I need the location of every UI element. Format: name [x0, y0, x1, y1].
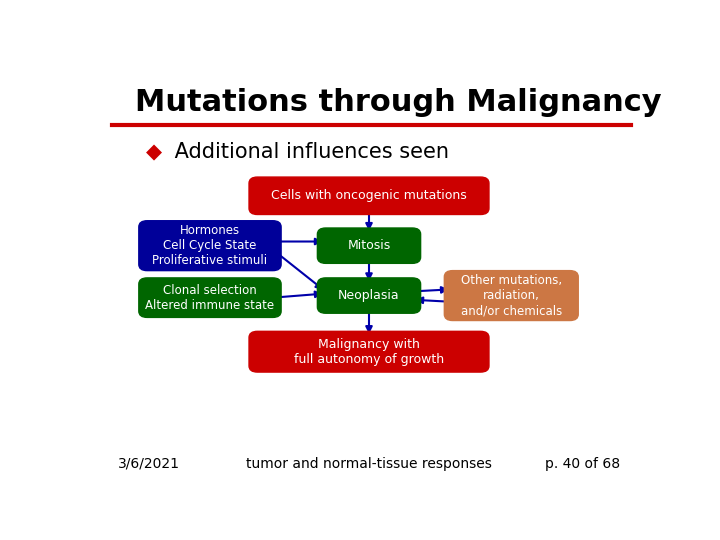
- Text: ◆: ◆: [145, 142, 162, 162]
- Text: Additional influences seen: Additional influences seen: [168, 142, 449, 162]
- Text: Other mutations,
radiation,
and/or chemicals: Other mutations, radiation, and/or chemi…: [461, 274, 562, 317]
- Text: Hormones
Cell Cycle State
Proliferative stimuli: Hormones Cell Cycle State Proliferative …: [153, 224, 268, 267]
- Text: tumor and normal-tissue responses: tumor and normal-tissue responses: [246, 457, 492, 471]
- FancyBboxPatch shape: [249, 332, 489, 372]
- FancyBboxPatch shape: [139, 278, 281, 318]
- FancyBboxPatch shape: [249, 177, 489, 214]
- Text: Neoplasia: Neoplasia: [338, 289, 400, 302]
- FancyBboxPatch shape: [139, 221, 281, 271]
- Text: Clonal selection
Altered immune state: Clonal selection Altered immune state: [145, 284, 274, 312]
- FancyBboxPatch shape: [318, 278, 420, 313]
- Text: Mitosis: Mitosis: [347, 239, 391, 252]
- Text: 3/6/2021: 3/6/2021: [118, 457, 180, 471]
- Text: Cells with oncogenic mutations: Cells with oncogenic mutations: [271, 190, 467, 202]
- Text: Malignancy with
full autonomy of growth: Malignancy with full autonomy of growth: [294, 338, 444, 366]
- FancyBboxPatch shape: [444, 271, 578, 321]
- Text: p. 40 of 68: p. 40 of 68: [545, 457, 620, 471]
- Text: Mutations through Malignancy: Mutations through Malignancy: [135, 87, 661, 117]
- FancyBboxPatch shape: [318, 228, 420, 264]
